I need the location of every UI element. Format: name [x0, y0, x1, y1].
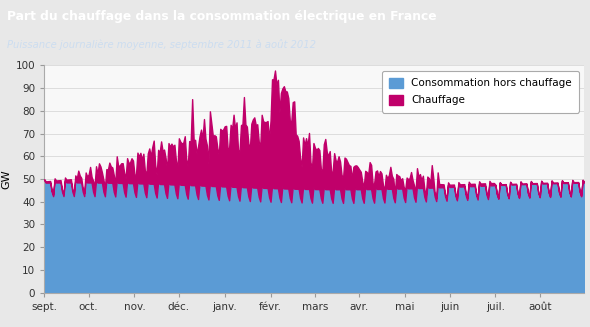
- Legend: Consommation hors chauffage, Chauffage: Consommation hors chauffage, Chauffage: [382, 71, 579, 112]
- Text: Puissance journalière moyenne, septembre 2011 à août 2012: Puissance journalière moyenne, septembre…: [7, 39, 316, 50]
- Text: Part du chauffage dans la consommation électrique en France: Part du chauffage dans la consommation é…: [7, 9, 437, 23]
- Y-axis label: GW: GW: [1, 169, 11, 189]
- Polygon shape: [519, 31, 590, 57]
